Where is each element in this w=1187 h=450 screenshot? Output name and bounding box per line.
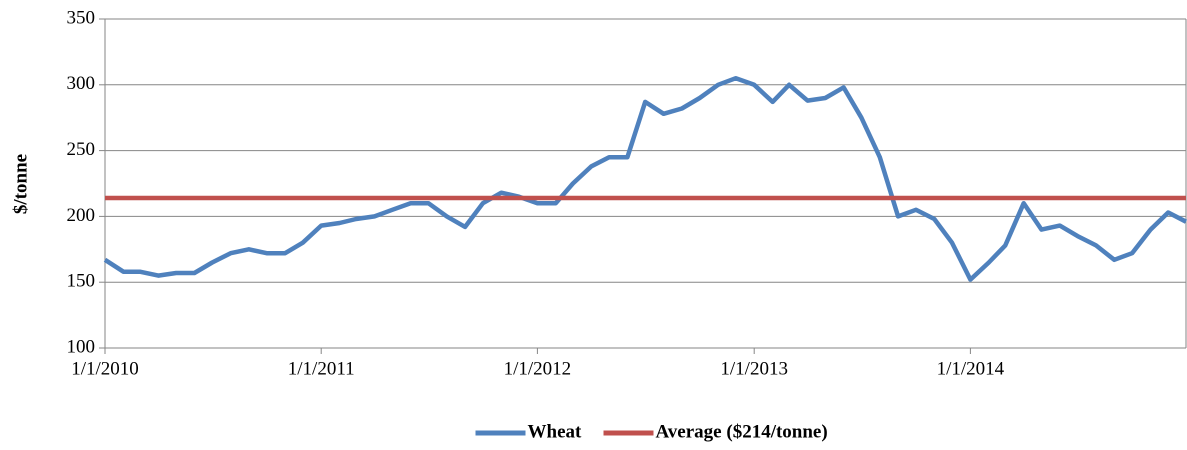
x-tick-label: 1/1/2014 [937, 358, 1005, 379]
x-tick-label: 1/1/2013 [720, 358, 788, 379]
y-tick-label: 350 [67, 7, 96, 28]
y-tick-label: 300 [67, 73, 96, 94]
y-tick-label: 100 [67, 336, 96, 357]
y-tick-label: 150 [67, 271, 96, 292]
x-tick-label: 1/1/2010 [71, 358, 139, 379]
legend-label: Average ($214/tonne) [656, 421, 828, 442]
y-tick-label: 250 [67, 139, 96, 160]
legend-label: Wheat [528, 421, 583, 442]
x-tick-label: 1/1/2011 [288, 358, 355, 379]
y-tick-label: 200 [67, 205, 96, 226]
y-axis-title: $/tonne [10, 154, 31, 214]
line-series [103, 75, 1187, 282]
x-tick-label: 1/1/2012 [504, 358, 572, 379]
